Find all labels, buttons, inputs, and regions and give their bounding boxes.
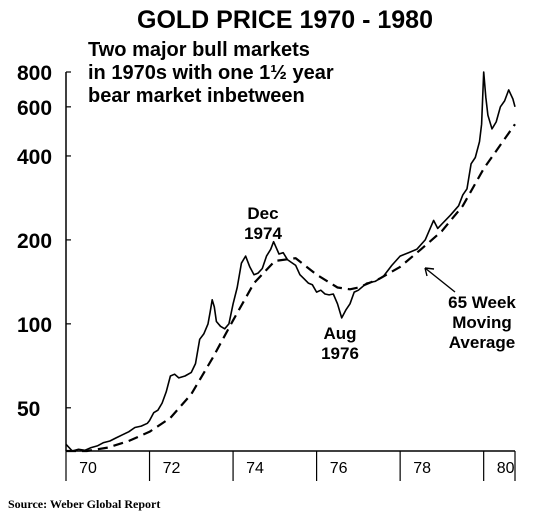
series-line-moving-average	[66, 123, 516, 453]
annotation-text: Aug	[323, 324, 356, 343]
annotation-arrowhead	[424, 267, 435, 277]
annotation-text: 65 Week	[448, 293, 516, 312]
x-tick-label: 78	[413, 460, 431, 477]
annotation-text: Dec	[247, 204, 278, 223]
chart-title: GOLD PRICE 1970 - 1980	[137, 6, 433, 34]
y-tick-label: 800	[17, 62, 52, 85]
annotation-text: Average	[449, 333, 515, 352]
annotation-text: Moving	[452, 313, 512, 332]
annotation-text: 1974	[244, 224, 282, 243]
annotation-text: 1976	[321, 344, 359, 363]
chart-subtitle-line-3: bear market inbetween	[88, 85, 305, 107]
y-axis: 50 100 200 400 600 800	[17, 62, 71, 451]
annotation-arrow	[424, 267, 456, 293]
chart-subtitle-line-1: Two major bull markets	[88, 39, 310, 61]
series-layer	[65, 71, 516, 453]
y-tick-label: 600	[17, 97, 52, 120]
series-line-gold-price	[65, 71, 516, 452]
y-tick-label: 400	[17, 146, 52, 169]
x-axis: 70 72 74 76 78 80	[65, 450, 516, 481]
chart-subtitle-line-2: in 1970s with one 1½ year	[88, 62, 334, 84]
x-tick-label: 80	[497, 460, 515, 477]
x-tick-label: 70	[79, 460, 97, 477]
y-tick-label: 100	[17, 314, 52, 337]
x-tick-label: 74	[246, 460, 264, 477]
y-tick-label: 50	[17, 398, 40, 421]
x-tick-label: 76	[330, 460, 348, 477]
source-note: Source: Weber Global Report	[8, 497, 160, 511]
y-tick-label: 200	[17, 230, 52, 253]
x-tick-label: 72	[163, 460, 181, 477]
